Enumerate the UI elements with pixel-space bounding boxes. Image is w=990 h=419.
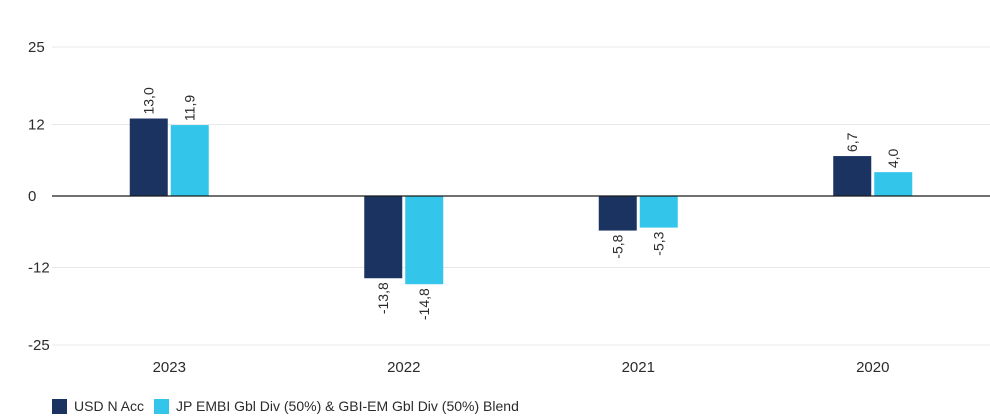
data-labels: 13,0 11,9 -13,8 -14,8 -5,8 -5,3 6,7 4,0 [141, 87, 902, 320]
y-tick-label: 0 [28, 188, 36, 205]
bar-series-2 [405, 196, 444, 285]
y-axis-tick-labels: 25 12 0 -12 -25 [28, 39, 50, 354]
legend-item-series-2: JP EMBI Gbl Div (50%) & GBI-EM Gbl Div (… [154, 398, 519, 414]
legend-label-series-1: USD N Acc [74, 398, 145, 414]
bar-series-1 [129, 118, 168, 196]
gridlines [52, 46, 990, 346]
legend: USD N Acc JP EMBI Gbl Div (50%) & GBI-EM… [52, 398, 529, 414]
x-category-label: 2020 [856, 359, 889, 376]
data-label: 13,0 [141, 87, 157, 114]
data-label: -5,3 [651, 231, 667, 255]
bar-series-1 [364, 196, 403, 279]
bar-series-1 [833, 156, 872, 196]
bar-series-2 [639, 196, 678, 228]
bars [129, 118, 913, 285]
y-tick-label: 25 [28, 39, 45, 56]
data-label: -14,8 [416, 288, 432, 320]
data-label: 11,9 [182, 95, 198, 121]
x-category-label: 2023 [153, 359, 186, 376]
legend-label-series-2: JP EMBI Gbl Div (50%) & GBI-EM Gbl Div (… [176, 398, 519, 414]
bar-series-1 [598, 196, 637, 231]
legend-swatch-series-1 [52, 398, 67, 414]
data-label: 4,0 [885, 148, 901, 168]
data-label: -5,8 [610, 234, 626, 258]
x-category-label: 2022 [387, 359, 420, 376]
legend-item-series-1: USD N Acc [52, 398, 144, 414]
x-category-label: 2021 [622, 359, 655, 376]
x-axis-category-labels: 2023 2022 2021 2020 [153, 359, 890, 376]
y-tick-label: 12 [28, 116, 45, 133]
y-tick-label: -12 [28, 260, 50, 277]
bar-series-2 [874, 172, 913, 196]
data-label: -13,8 [375, 282, 391, 314]
legend-swatch-series-2 [154, 398, 170, 414]
data-label: 6,7 [844, 132, 860, 152]
y-tick-label: -25 [28, 337, 50, 354]
bar-series-2 [170, 125, 209, 196]
